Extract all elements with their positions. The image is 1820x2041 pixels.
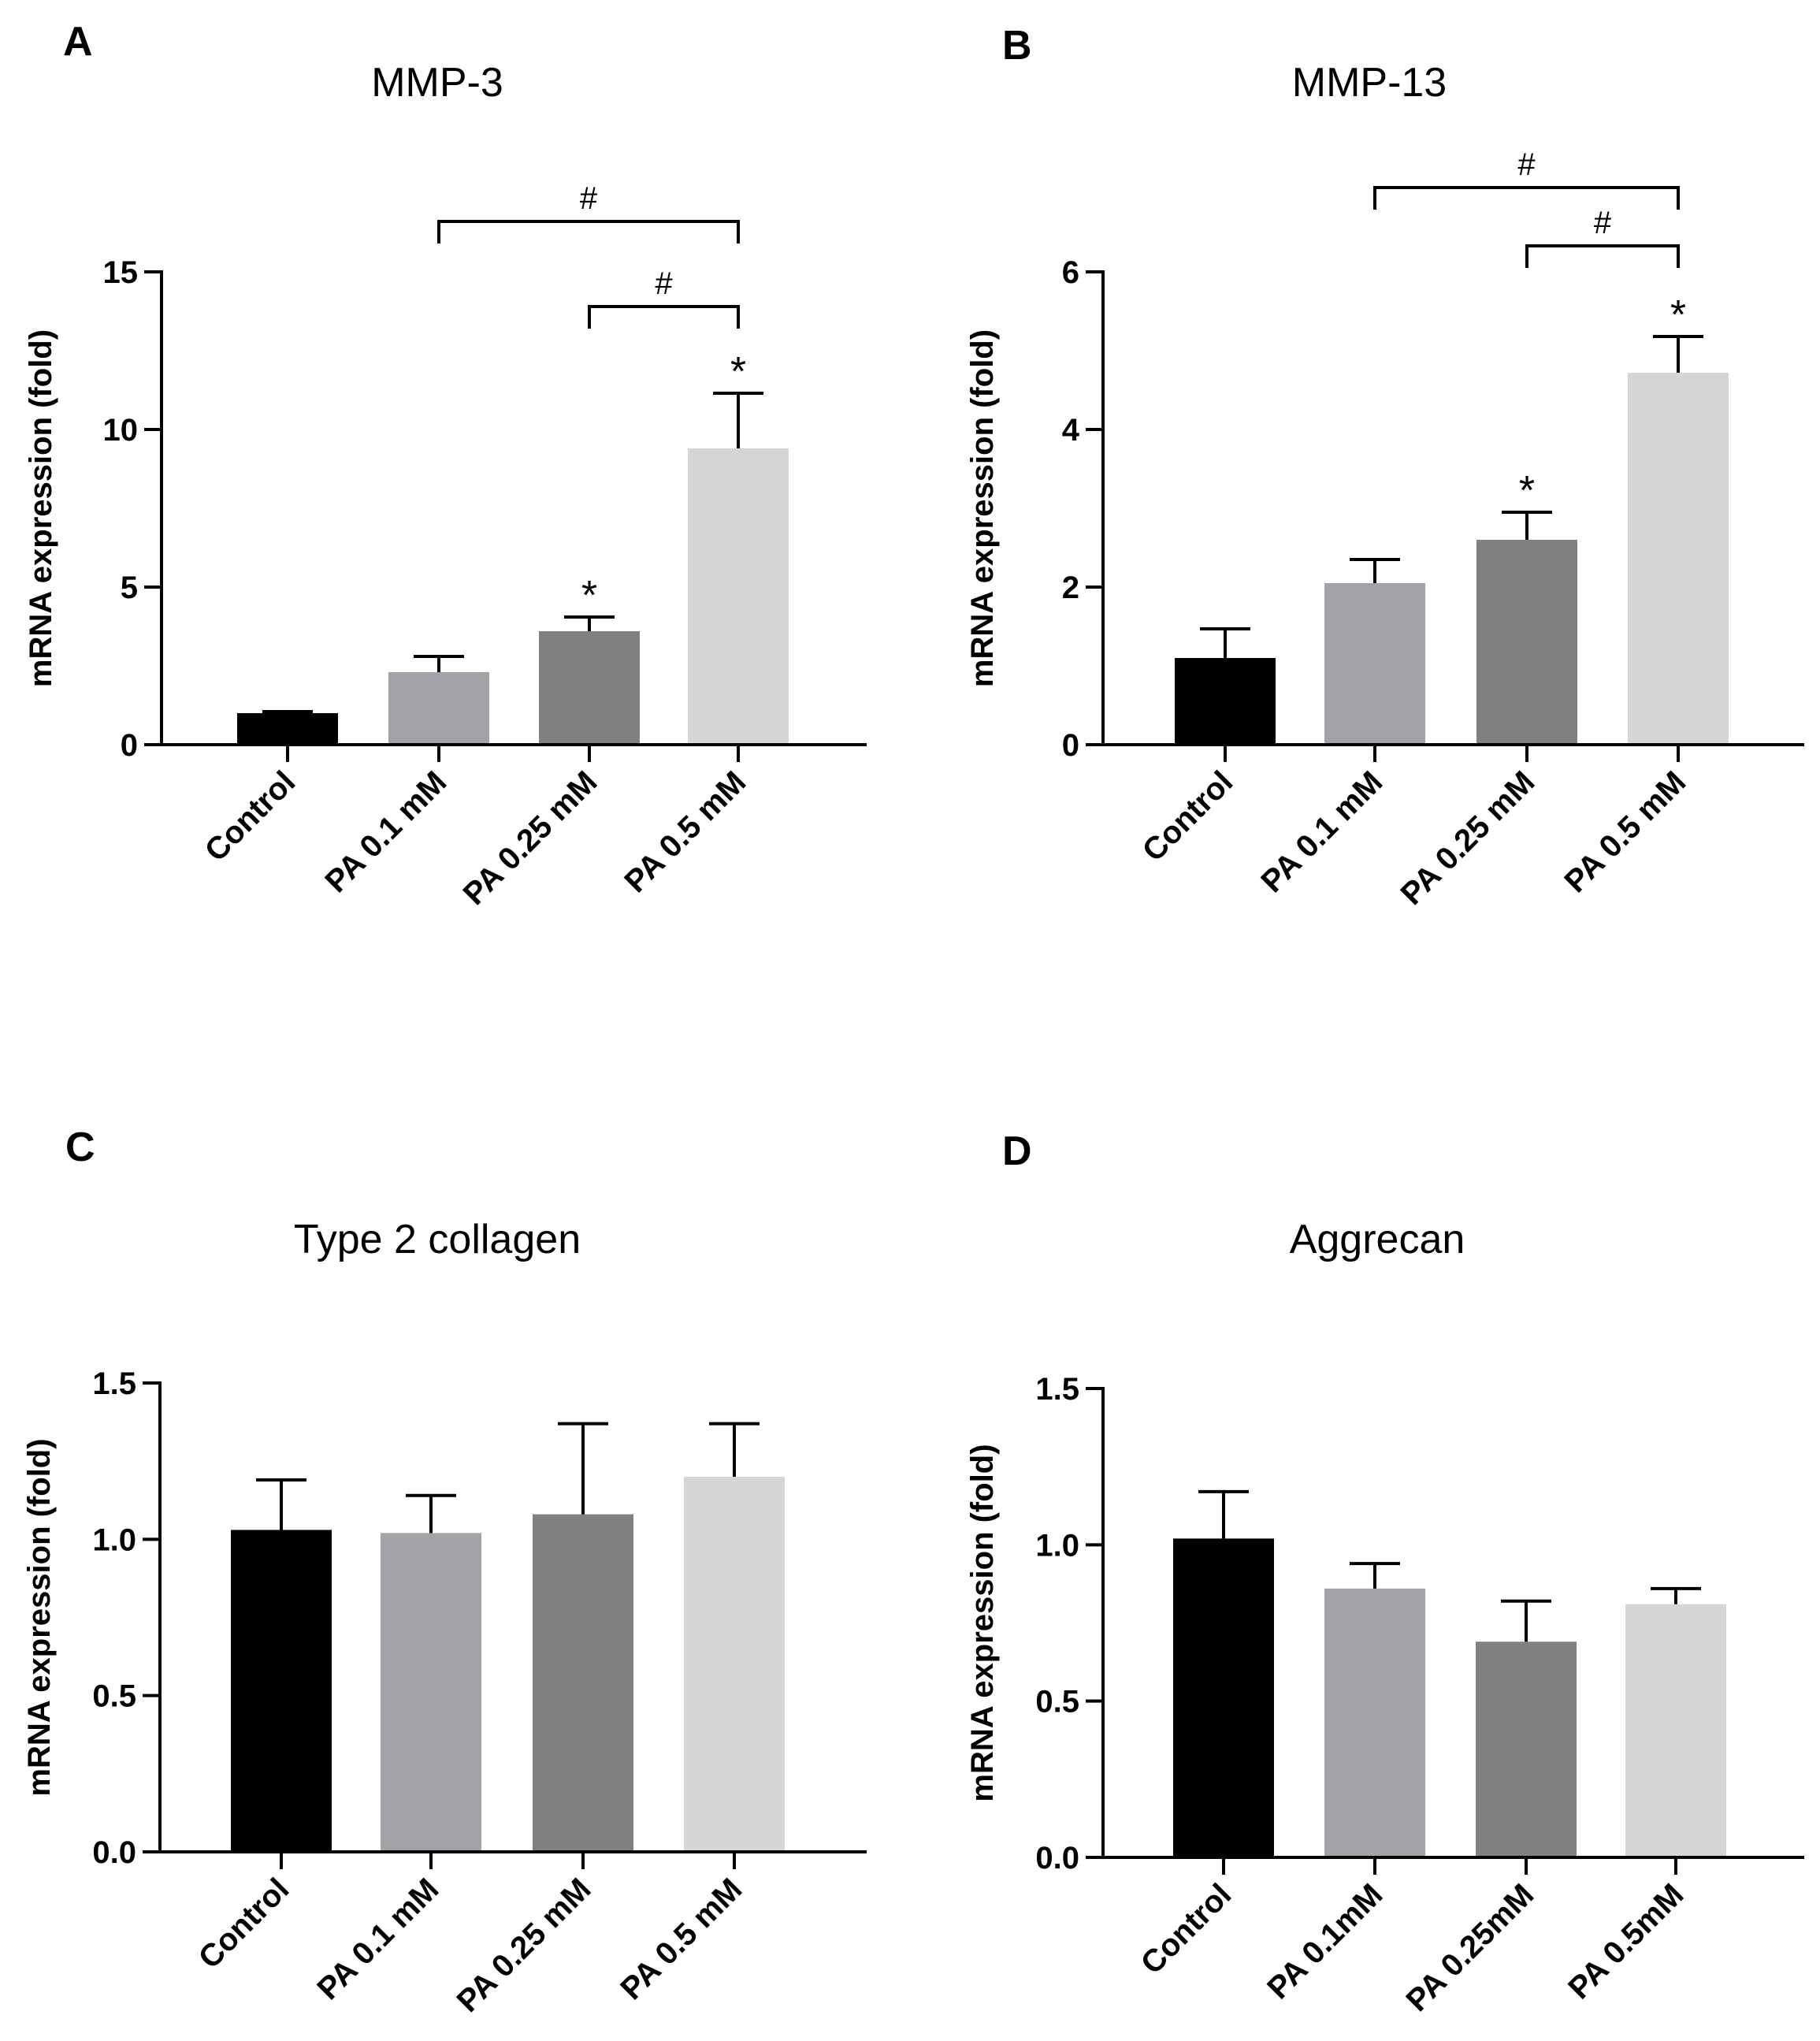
chart-title: Type 2 collagen [294,1217,581,1262]
x-tick-label: PA 0.25 mM [451,1872,598,2019]
bar-4 [684,1477,785,1852]
bar-3 [1476,540,1577,745]
significance-bracket [588,305,740,329]
bar-2 [388,672,489,745]
bracket-label: # [580,181,598,216]
y-tick-label: 6 [1062,255,1079,290]
y-tick-label: 1.0 [92,1522,136,1557]
y-tick-label: 0 [121,728,138,763]
x-tick-label: PA 0.5mM [1562,1877,1690,2006]
bar-2 [1324,583,1425,745]
y-axis-label: mRNA expression (fold) [965,329,1000,687]
y-tick-label: 0.5 [92,1679,136,1714]
significance-marker: * [730,349,746,395]
y-axis-label: mRNA expression (fold) [22,1438,57,1796]
bracket-label: # [1517,147,1536,182]
bar-3 [533,1514,633,1852]
bar-3 [1476,1641,1577,1857]
y-tick-label: 1.5 [92,1366,136,1401]
significance-marker: * [1670,292,1686,338]
bar-4 [1625,1604,1726,1857]
x-tick-label: PA 0.5 mM [1558,764,1692,899]
chart-title: MMP-13 [1292,60,1447,106]
bar-1 [1173,1538,1274,1857]
x-tick-label: PA 0.5 mM [618,764,752,899]
x-tick-label: PA 0.25 mM [1395,764,1542,912]
panel-b: B MMP-13 mRNA expression (fold) * * 0 2 4 6 Contr… [965,23,1804,912]
y-tick-label: 4 [1062,413,1080,448]
y-tick-label: 0.5 [1035,1685,1079,1719]
panel-d: D Aggrecan mRNA expression (fold) 0.0 0.5 1.0… [965,1128,1804,2018]
x-tick-label: PA 0.1 mM [318,764,453,899]
y-tick-label: 10 [103,413,139,448]
panel-c: C Type 2 collagen mRNA expression (fold) 0.… [22,1125,867,2019]
x-tick-label: Control [192,1872,296,1976]
significance-bracket [1373,186,1680,210]
bar-2 [1324,1588,1425,1857]
significance-bracket [437,220,740,244]
x-tick-label: Control [1135,1877,1239,1981]
bar-1 [231,1530,332,1852]
x-tick-label: PA 0.25 mM [457,764,604,912]
y-tick-label: 0.0 [92,1835,136,1870]
bar-2 [381,1533,481,1852]
panel-letter: C [65,1125,95,1170]
panel-letter: A [63,19,93,65]
x-tick-label: Control [1136,764,1240,868]
x-tick-label: PA 0.1mM [1261,1877,1389,2006]
bracket-label: # [1594,206,1612,240]
chart-title: MMP-3 [371,60,503,106]
y-tick-label: 5 [121,571,138,605]
significance-marker: * [581,573,597,619]
y-tick-label: 2 [1062,571,1079,605]
significance-marker: * [1519,468,1535,514]
panel-letter: D [1002,1128,1032,1174]
chart-title: Aggrecan [1290,1217,1465,1262]
bar-1 [1175,658,1276,745]
y-tick-label: 1.5 [1035,1372,1079,1407]
bar-4 [1628,373,1729,745]
x-tick-label: Control [199,764,303,868]
y-tick-label: 1.0 [1035,1528,1079,1563]
y-axis-label: mRNA expression (fold) [965,1444,1000,1801]
panel-a: A MMP-3 mRNA expression (fold) * * 0 5 10 15 Cont… [24,19,867,912]
y-axis-label: mRNA expression (fold) [24,329,58,687]
y-tick-label: 0 [1062,728,1079,763]
bar-1 [237,713,338,745]
x-tick-label: PA 0.1 mM [1254,764,1389,899]
x-tick-label: PA 0.5 mM [614,1872,748,2006]
panel-letter: B [1002,23,1032,69]
bar-3 [539,631,640,745]
bracket-label: # [655,266,673,301]
bar-4 [688,448,789,745]
x-tick-label: PA 0.1 mM [310,1872,445,2006]
significance-bracket [1525,244,1680,268]
x-tick-label: PA 0.25mM [1399,1877,1540,2018]
y-tick-label: 15 [103,255,139,290]
y-tick-label: 0.0 [1035,1841,1079,1876]
